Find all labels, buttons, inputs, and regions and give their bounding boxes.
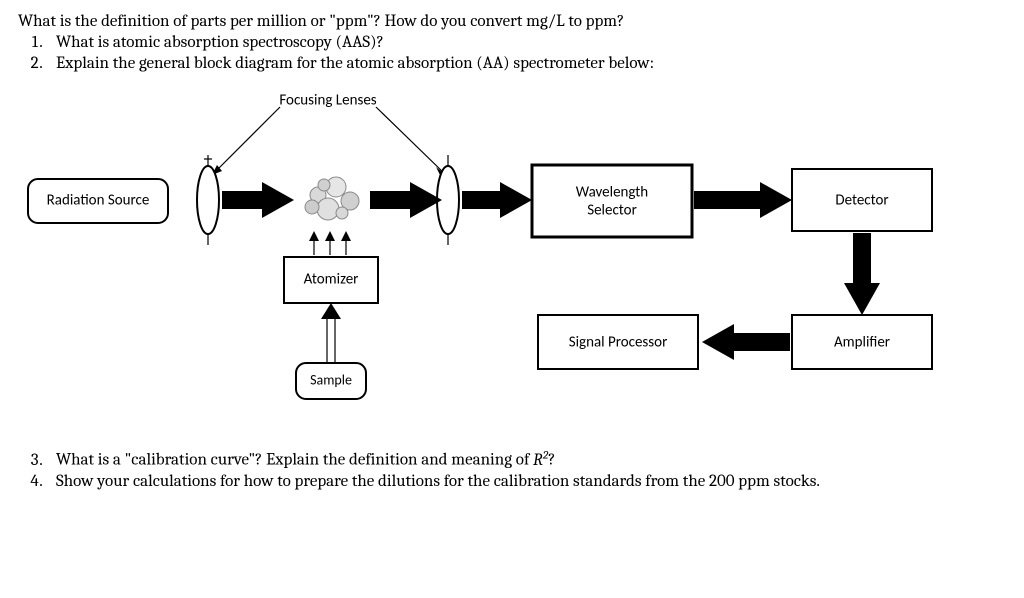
label-wavelength-l2: Selector	[587, 202, 637, 220]
atomizer-up-arrows	[309, 231, 351, 255]
label-amplifier: Amplifier	[834, 334, 890, 352]
question-list-top: What is atomic absorption spectroscopy (…	[18, 33, 1006, 73]
question-3: What is a "calibration curve"? Explain t…	[46, 447, 1006, 470]
question-1: What is atomic absorption spectroscopy (…	[46, 33, 1006, 52]
question-list-bottom: What is a "calibration curve"? Explain t…	[18, 447, 1006, 491]
atomized-cloud	[305, 177, 359, 220]
label-wavelength-l1: Wavelength	[576, 184, 648, 202]
label-atomizer: Atomizer	[304, 271, 359, 289]
label-radiation-source: Radiation Source	[47, 192, 150, 210]
label-signal-processor: Signal Processor	[569, 334, 668, 352]
label-focusing-lenses: Focusing Lenses	[279, 92, 376, 110]
aa-spectrometer-diagram: Focusing Lenses Radiation Source Atomize…	[18, 87, 978, 427]
intro-text: What is the definition of parts per mill…	[18, 12, 1006, 31]
label-detector: Detector	[835, 192, 888, 210]
question-4: Show your calculations for how to prepar…	[46, 472, 1006, 491]
question-2: Explain the general block diagram for th…	[46, 54, 1006, 73]
label-sample: Sample	[310, 371, 352, 388]
